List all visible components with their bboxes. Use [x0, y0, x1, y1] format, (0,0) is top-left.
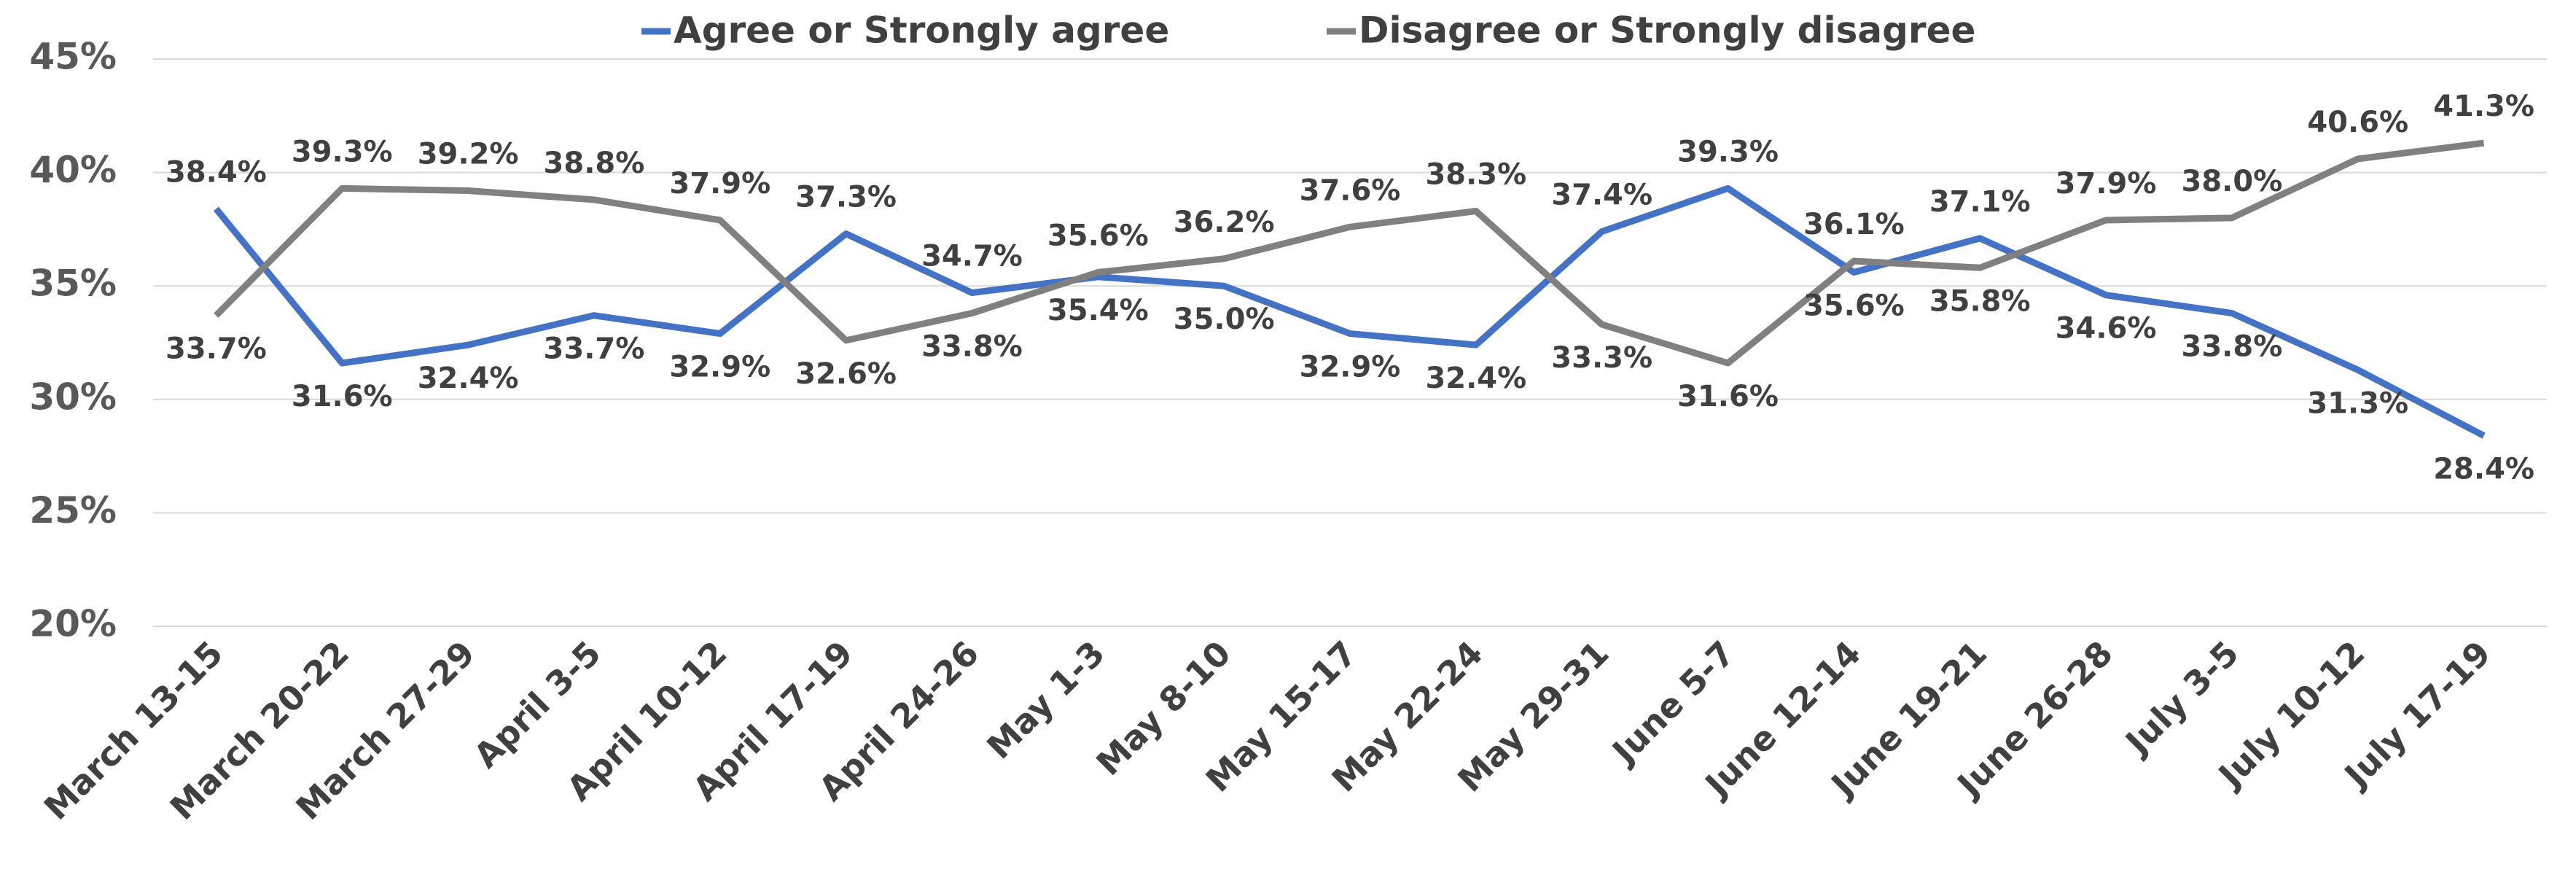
data-label: 37.9% — [669, 167, 770, 201]
data-label: 38.0% — [2182, 165, 2283, 198]
x-tick-label: May 1-3 — [979, 634, 1112, 767]
data-label: 31.6% — [1677, 380, 1779, 413]
series-line — [213, 184, 2486, 439]
data-label: 32.4% — [418, 362, 519, 395]
data-label: 32.4% — [1425, 362, 1526, 395]
data-label: 33.7% — [544, 332, 645, 366]
data-label: 31.3% — [2307, 386, 2408, 420]
data-label: 37.4% — [1551, 179, 1652, 212]
data-label: 33.7% — [165, 332, 267, 366]
data-label: 38.8% — [544, 147, 645, 180]
y-tick-label: 30% — [29, 375, 117, 418]
y-tick-label: 35% — [29, 262, 117, 305]
data-label: 32.6% — [795, 357, 897, 391]
y-tick-label: 45% — [29, 36, 117, 78]
data-label: 37.1% — [1929, 185, 2031, 219]
data-label: 39.3% — [1677, 135, 1779, 168]
data-label: 40.6% — [2307, 106, 2408, 139]
data-label: 33.8% — [2182, 330, 2283, 364]
y-tick-label: 20% — [29, 603, 117, 645]
data-label: 38.4% — [165, 155, 267, 189]
data-label: 39.3% — [292, 135, 393, 168]
y-tick-label: 40% — [29, 149, 117, 191]
data-label: 37.6% — [1300, 174, 1401, 207]
legend-label: Disagree or Strongly disagree — [1359, 9, 1975, 52]
data-label: 31.6% — [292, 380, 393, 413]
data-label: 35.6% — [1803, 289, 1905, 323]
data-label: 34.7% — [921, 240, 1023, 273]
data-label: 34.6% — [2056, 312, 2157, 346]
legend-label: Agree or Strongly agree — [674, 9, 1169, 52]
data-label: 35.4% — [1047, 294, 1149, 327]
x-tick-label: July 3-5 — [2117, 634, 2247, 763]
data-label: 37.3% — [795, 181, 897, 214]
data-label: 36.2% — [1174, 206, 1275, 239]
data-label: 35.0% — [1174, 303, 1275, 336]
data-label: 32.9% — [669, 351, 770, 384]
data-label: 39.2% — [418, 137, 519, 171]
data-label: 28.4% — [2433, 453, 2534, 486]
data-label: 32.9% — [1300, 351, 1401, 384]
data-label: 33.8% — [921, 330, 1023, 364]
series-line — [214, 139, 2485, 367]
data-label: 36.1% — [1803, 208, 1905, 241]
data-label: 35.8% — [1929, 284, 2031, 318]
data-label: 37.9% — [2056, 167, 2157, 201]
data-label: 41.3% — [2433, 90, 2534, 123]
data-label: 38.3% — [1425, 158, 1526, 192]
data-label: 35.6% — [1047, 219, 1149, 253]
data-label: 33.3% — [1551, 341, 1652, 375]
y-tick-label: 25% — [29, 489, 117, 532]
